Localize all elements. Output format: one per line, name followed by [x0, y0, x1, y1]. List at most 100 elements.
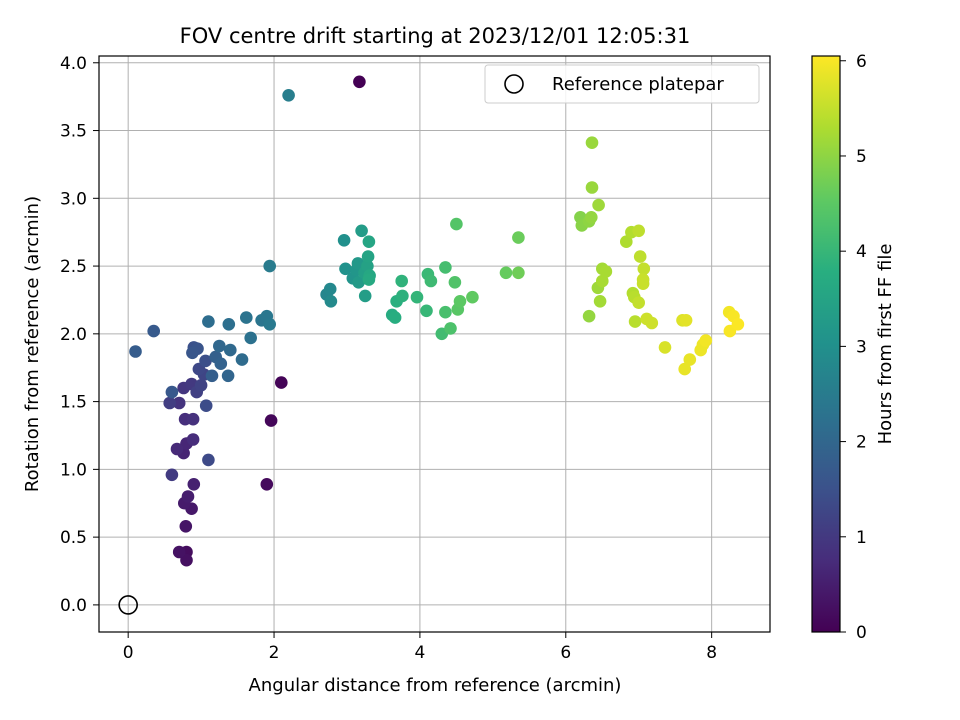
data-point	[582, 309, 596, 323]
data-point	[361, 259, 374, 273]
x-tick-label: 2	[269, 643, 280, 663]
y-tick-label: 3.5	[60, 122, 87, 142]
colorbar-tick-label: 3	[856, 337, 867, 357]
y-tick-label: 2.5	[60, 257, 87, 277]
data-point	[202, 453, 215, 467]
data-point	[678, 362, 691, 376]
data-point	[466, 290, 479, 304]
data-point	[222, 318, 236, 331]
data-point	[362, 273, 376, 286]
colorbar-gradient	[811, 55, 841, 633]
data-point	[450, 217, 463, 231]
legend-entry-reference: Reference platepar	[552, 74, 724, 95]
data-point	[263, 318, 277, 331]
data-point	[352, 276, 365, 289]
data-point	[186, 412, 200, 426]
data-point	[683, 353, 697, 366]
data-point	[353, 75, 366, 89]
data-point	[163, 396, 176, 410]
data-point	[186, 346, 199, 360]
data-point	[235, 353, 249, 366]
data-point	[214, 357, 228, 371]
data-point	[213, 339, 226, 353]
x-tick-label: 8	[706, 643, 717, 663]
data-point	[199, 354, 212, 368]
legend-marker-icon	[504, 74, 524, 94]
data-point	[731, 318, 745, 331]
data-point	[424, 274, 438, 288]
y-tick-label: 0.0	[60, 596, 87, 616]
y-axis-label: Rotation from reference (arcmin)	[22, 196, 43, 492]
data-point	[658, 341, 672, 354]
data-point	[337, 234, 351, 247]
data-point	[448, 276, 462, 289]
data-point	[628, 315, 642, 328]
data-point	[339, 262, 352, 276]
colorbar-label: Hours from first FF file	[875, 244, 896, 445]
legend-box	[484, 64, 760, 104]
data-point	[224, 343, 237, 357]
data-point	[592, 198, 605, 212]
data-point	[221, 369, 235, 383]
colorbar-tick-label: 2	[856, 433, 867, 453]
colorbar-tick-label: 6	[856, 52, 867, 72]
x-axis-ticks: 0 2 4 6 8	[123, 632, 717, 663]
scatter-points	[129, 75, 745, 567]
data-point	[361, 250, 375, 263]
data-point	[129, 345, 142, 358]
chart-title: FOV centre drift starting at 2023/12/01 …	[180, 24, 691, 48]
data-point	[263, 259, 277, 273]
data-point	[453, 295, 467, 308]
colorbar-tick-label: 0	[856, 623, 867, 643]
data-point	[147, 324, 160, 338]
data-point	[172, 545, 186, 559]
data-point	[181, 490, 195, 503]
data-point	[439, 261, 452, 274]
y-tick-label: 1.5	[60, 393, 87, 413]
x-axis-label: Angular distance from reference (arcmin)	[249, 675, 622, 696]
data-point	[636, 277, 650, 291]
data-point	[585, 211, 598, 224]
data-point	[410, 290, 424, 304]
y-tick-label: 0.5	[60, 528, 87, 548]
y-tick-label: 3.0	[60, 189, 87, 209]
colorbar-tick-label: 4	[856, 242, 867, 262]
data-point	[323, 282, 337, 296]
x-tick-label: 6	[560, 643, 571, 663]
data-point	[444, 322, 457, 335]
data-point	[637, 262, 651, 276]
data-point	[170, 442, 184, 456]
colorbar-tick-label: 5	[856, 147, 867, 167]
y-tick-label: 2.0	[60, 325, 87, 345]
data-point	[632, 296, 645, 310]
data-point	[186, 433, 200, 446]
data-point	[282, 89, 295, 102]
colorbar-tick-label: 1	[856, 528, 867, 548]
data-point	[260, 478, 274, 491]
data-point	[351, 257, 365, 270]
data-point	[199, 399, 213, 413]
data-point	[512, 266, 525, 280]
data-point	[645, 316, 659, 330]
data-point	[240, 311, 253, 324]
data-point	[499, 266, 513, 280]
data-point	[275, 376, 288, 389]
data-point	[165, 468, 179, 482]
data-point	[596, 274, 609, 288]
data-point	[632, 224, 645, 238]
data-point	[395, 274, 409, 288]
data-point	[396, 289, 409, 303]
reference-platepar-marker	[118, 595, 138, 615]
y-axis-ticks: 0.0 0.5 1.0 1.5 2.0 2.5 3.0 3.5 4.0	[60, 54, 99, 616]
data-point	[358, 289, 372, 303]
data-point	[244, 331, 257, 345]
data-point	[585, 136, 599, 149]
data-point	[180, 553, 193, 567]
data-point	[187, 478, 201, 491]
data-point	[264, 414, 278, 427]
data-point	[355, 224, 368, 238]
plot-frame	[98, 55, 771, 633]
data-point	[362, 235, 376, 248]
data-point	[420, 304, 433, 318]
